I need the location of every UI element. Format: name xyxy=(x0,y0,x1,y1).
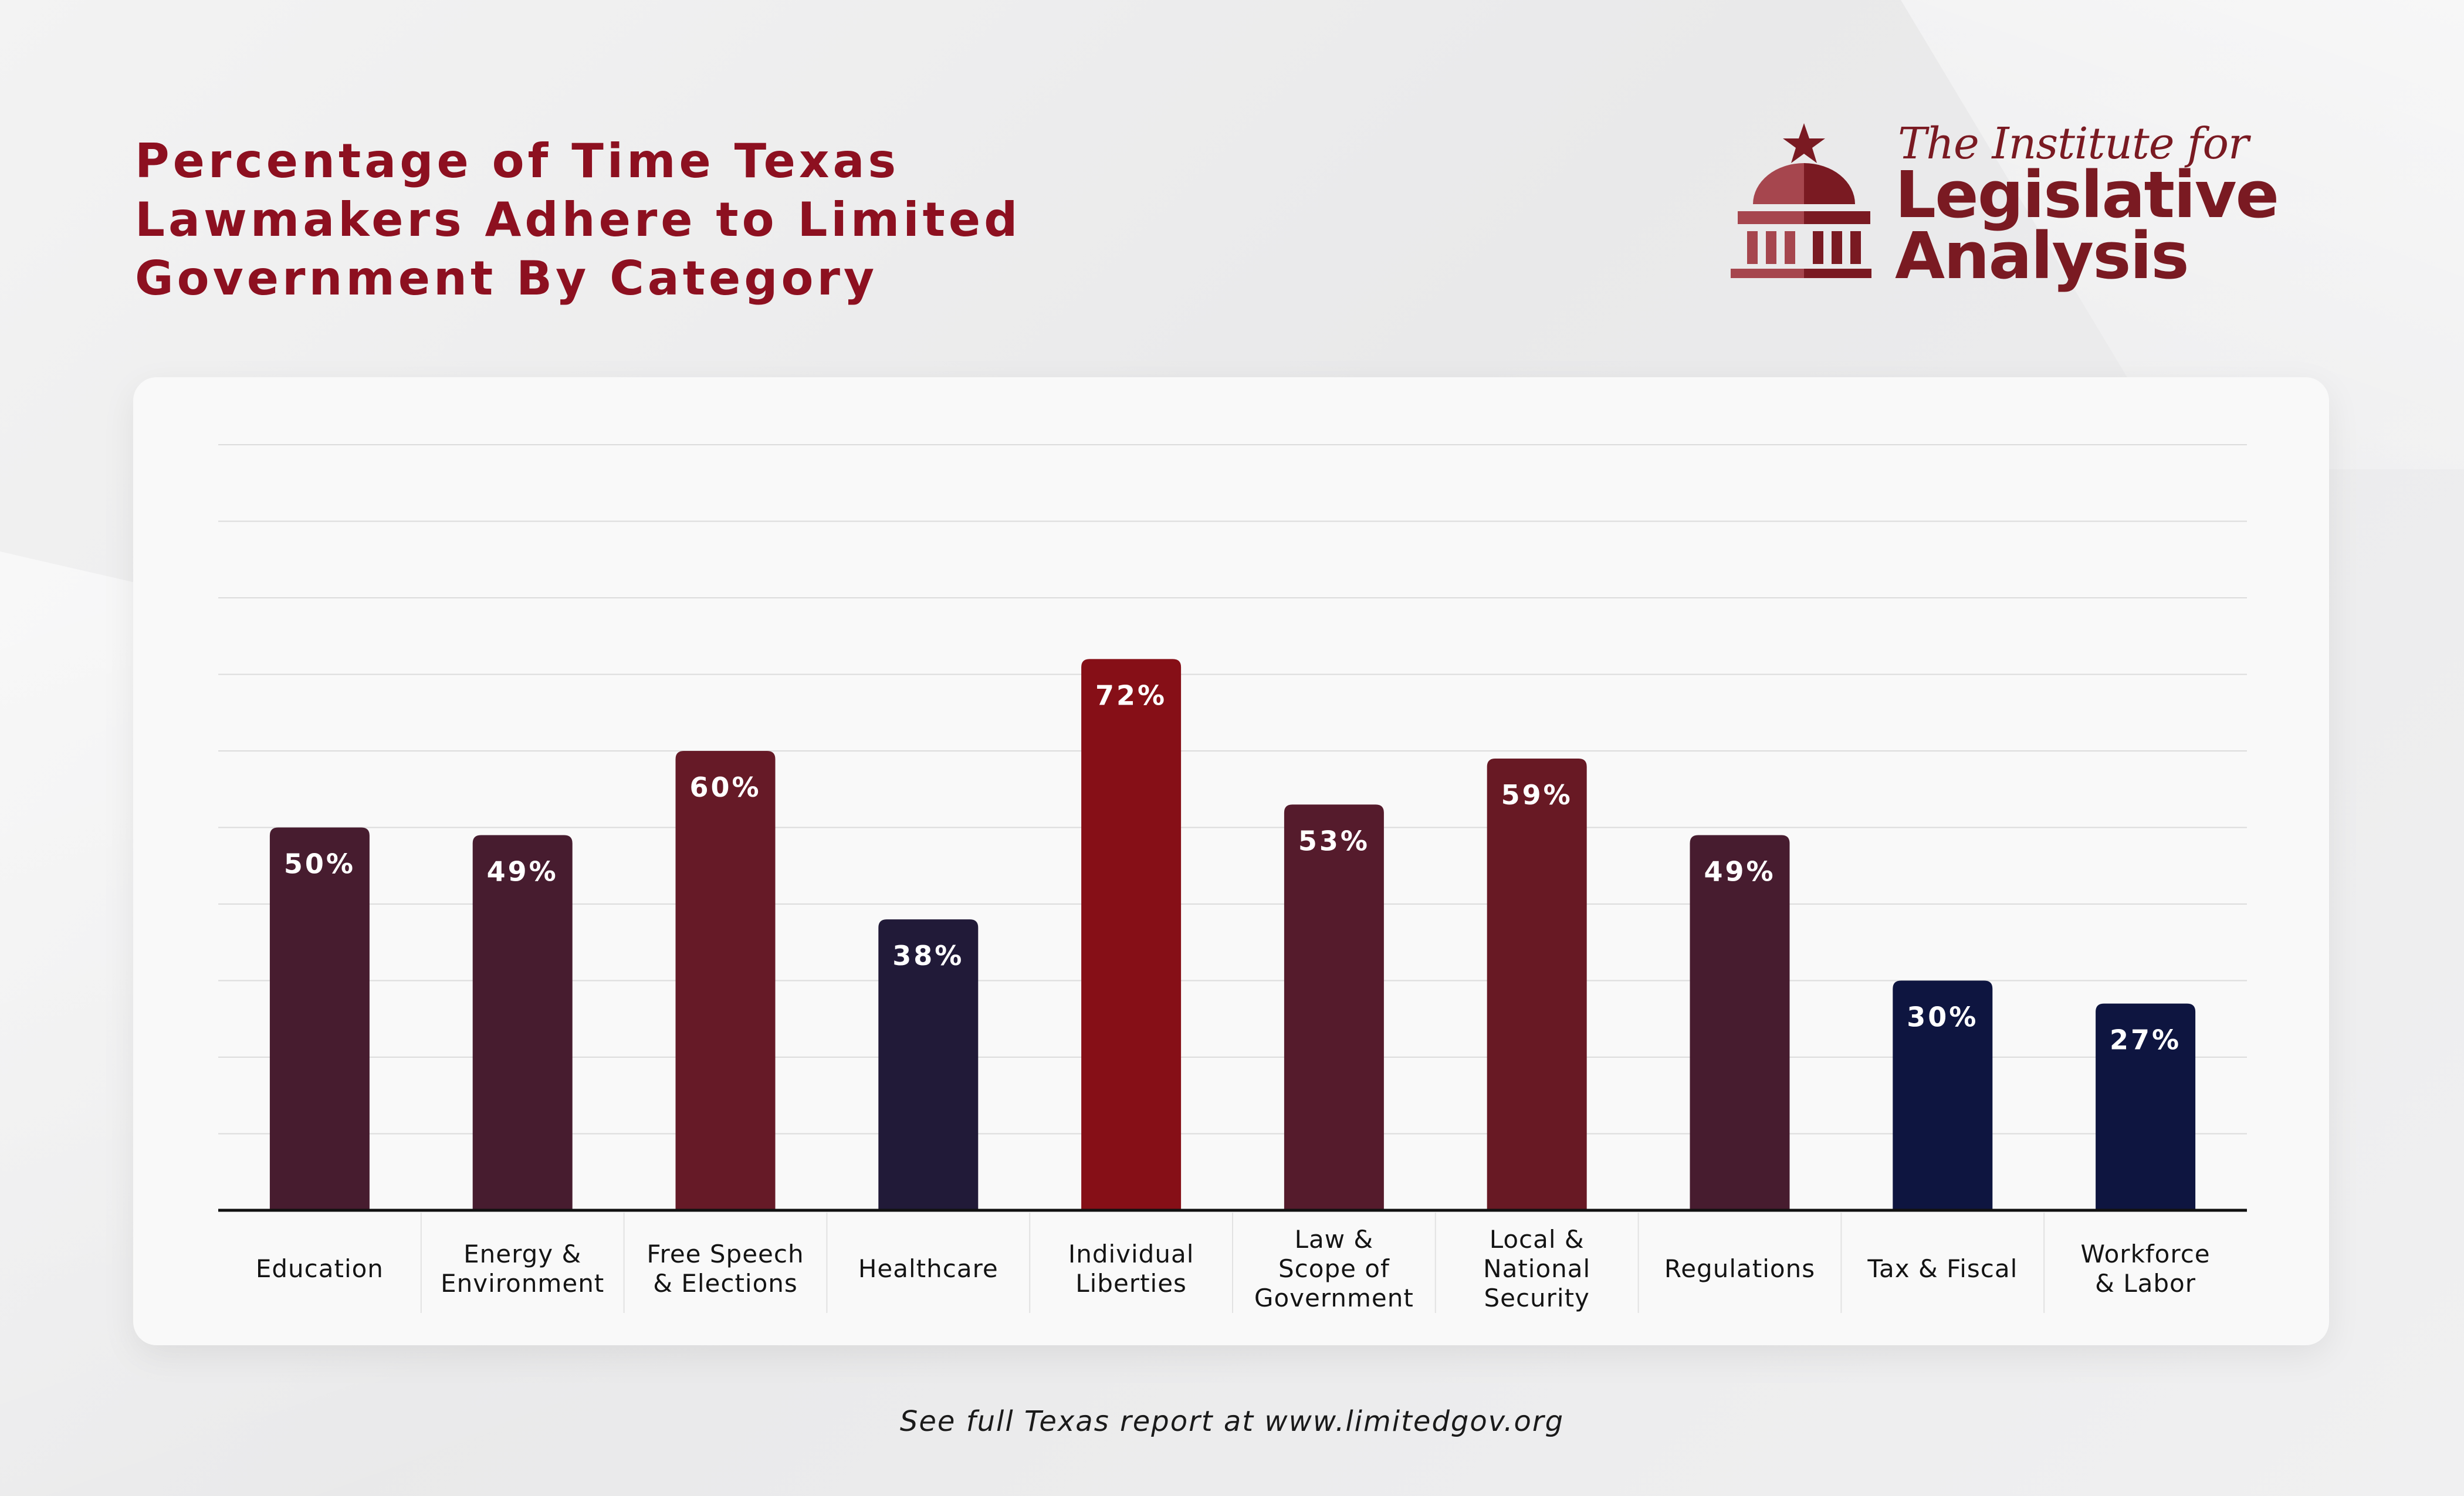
bar-value-label: 49% xyxy=(487,856,559,888)
footer-note: See full Texas report at www.limitedgov.… xyxy=(899,1405,1565,1438)
x-axis-label-line: Individual xyxy=(1068,1240,1194,1268)
bar-value-label: 38% xyxy=(892,940,964,972)
logo-line-1: The Institute for xyxy=(1898,119,2249,169)
bar-chart: 50% 49% 60% 38% 72% 53% 59% 49% 30% 27% xyxy=(218,444,2247,1313)
x-axis-label-line: Tax & Fiscal xyxy=(1867,1254,2018,1283)
bar xyxy=(1081,659,1182,1210)
x-axis-label-line: & Elections xyxy=(653,1269,798,1298)
bar xyxy=(878,919,979,1210)
x-axis-label: Energy & Environment xyxy=(426,1240,620,1298)
x-axis-label: Education xyxy=(223,1254,417,1284)
category-separators xyxy=(420,1213,2045,1313)
bar xyxy=(2096,1003,2196,1210)
x-axis-label: Workforce & Labor xyxy=(2049,1240,2242,1298)
x-axis-label-line: Local & xyxy=(1489,1225,1585,1254)
bar-value-label: 59% xyxy=(1501,779,1573,811)
x-axis-label-line: Law & xyxy=(1294,1225,1374,1254)
bar-value-labels: 50% 49% 60% 38% 72% 53% 59% 49% 30% 27% xyxy=(284,679,2181,1056)
logo-wordmark: Legislative Analysis xyxy=(1895,157,2279,293)
x-axis-label-line: & Labor xyxy=(2095,1269,2196,1298)
bar-value-label: 53% xyxy=(1298,825,1370,857)
logo-line-3: Analysis xyxy=(1895,218,2189,293)
bar xyxy=(1690,835,1790,1210)
x-axis-label: Individual Liberties xyxy=(1034,1240,1228,1298)
bar xyxy=(472,835,573,1210)
x-axis-label-line: Liberties xyxy=(1075,1269,1187,1298)
bar-value-label: 50% xyxy=(284,848,356,880)
bar xyxy=(1893,980,1993,1210)
bar-value-label: 30% xyxy=(1907,1001,1978,1033)
chart-title: Percentage of Time Texas Lawmakers Adher… xyxy=(135,132,1220,308)
bar xyxy=(1284,804,1384,1210)
title-line-2: Lawmakers Adhere to Limited xyxy=(135,192,1021,247)
bar xyxy=(1487,759,1587,1210)
bar xyxy=(269,827,370,1210)
x-axis-label-line: Government xyxy=(1254,1284,1414,1312)
x-axis-label: Tax & Fiscal xyxy=(1846,1254,2039,1284)
bar-value-label: 72% xyxy=(1095,679,1167,711)
x-axis-label: Local & National Security xyxy=(1440,1225,1634,1313)
x-axis-label-line: Workforce xyxy=(2080,1240,2211,1268)
x-axis-label-line: Regulations xyxy=(1664,1254,1816,1283)
x-axis-label-line: Environment xyxy=(441,1269,605,1298)
x-axis-label-line: Energy & xyxy=(463,1240,582,1268)
title-line-1: Percentage of Time Texas xyxy=(135,134,900,188)
x-axis-label-line: Education xyxy=(255,1254,384,1283)
x-axis-label: Regulations xyxy=(1643,1254,1837,1284)
x-axis-label: Law & Scope of Government xyxy=(1237,1225,1431,1313)
bars xyxy=(269,659,2196,1210)
institute-logo: The Institute for Legislative Analysis xyxy=(1731,117,2353,293)
x-axis-label-line: National xyxy=(1483,1254,1591,1283)
x-axis-label: Healthcare xyxy=(831,1254,1025,1284)
x-axis-label-line: Security xyxy=(1484,1284,1590,1312)
bar-value-label: 27% xyxy=(2110,1024,2181,1056)
bar-value-label: 60% xyxy=(689,771,761,803)
bar xyxy=(675,751,776,1210)
x-axis-label: Free Speech & Elections xyxy=(629,1240,823,1298)
x-axis-label-line: Healthcare xyxy=(858,1254,999,1283)
title-line-3: Government By Category xyxy=(135,251,878,306)
bar-value-label: 49% xyxy=(1704,856,1775,888)
logo-line-2: Legislative xyxy=(1895,157,2279,232)
x-axis-label-line: Scope of xyxy=(1278,1254,1390,1283)
x-axis-label-line: Free Speech xyxy=(647,1240,804,1268)
capitol-dome-with-star-icon xyxy=(1731,123,1871,278)
chart-card: 50% 49% 60% 38% 72% 53% 59% 49% 30% 27% Education… xyxy=(133,377,2329,1345)
